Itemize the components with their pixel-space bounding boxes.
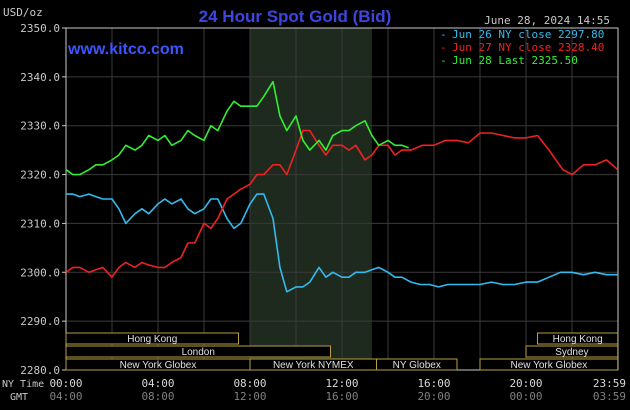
x-tick-label-gmt: 12:00 — [233, 390, 266, 403]
legend-bullet: - — [440, 54, 447, 67]
session-label: New York Globex — [511, 360, 588, 371]
x-tick-label-gmt: 08:00 — [141, 390, 174, 403]
y-tick-label: 2330.0 — [20, 120, 60, 133]
session-label: London — [182, 347, 215, 358]
session-box — [537, 332, 619, 345]
y-tick-labels: 2280.0 2290.0 2300.0 2310.0 2320.0 2330.0 2340… — [20, 22, 66, 377]
x-tick-label-gmt: 00:00 — [509, 390, 542, 403]
chart-timestamp: June 28, 2024 14:55 — [484, 14, 610, 27]
x-tick-label-ny: 00:00 — [49, 377, 82, 390]
y-tick-label: 2280.0 — [20, 364, 60, 377]
x-tick-label-ny: 08:00 — [233, 377, 266, 390]
nymex-session-highlight — [250, 28, 372, 370]
y-tick-label: 2340.0 — [20, 71, 60, 84]
legend-entry: Jun 26 NY close 2297.80 — [452, 28, 604, 41]
session-label: Sydney — [555, 347, 588, 358]
x-tick-label-ny: 04:00 — [141, 377, 174, 390]
legend: - Jun 26 NY close 2297.80- Jun 27 NY close… — [440, 28, 604, 67]
y-tick-label: 2290.0 — [20, 315, 60, 328]
session-box — [65, 345, 331, 358]
y-tick-label: 2300.0 — [20, 266, 60, 279]
x-tick-labels: 00:0004:0004:0008:0008:0012:0012:0016:00… — [49, 377, 626, 403]
legend-entry: Jun 28 Last 2325.50 — [452, 54, 578, 67]
legend-bullet: - — [440, 41, 447, 54]
y-axis-label: USD/oz — [3, 6, 43, 19]
series-lines — [65, 80, 619, 293]
chart-title: 24 Hour Spot Gold (Bid) — [199, 7, 392, 26]
market-sessions: Hong Kong London New York Globex New York N… — [65, 332, 619, 371]
x-tick-label-gmt: 16:00 — [325, 390, 358, 403]
x-tick-label-gmt: 20:00 — [417, 390, 450, 403]
session-box — [479, 358, 619, 371]
legend-bullet: - — [440, 28, 447, 41]
y-tick-label: 2310.0 — [20, 217, 60, 230]
session-label: NY Globex — [393, 360, 441, 371]
session-box — [525, 345, 619, 358]
series-line-1 — [66, 193, 618, 293]
y-tick-label: 2320.0 — [20, 169, 60, 182]
legend-entry: Jun 27 NY close 2328.40 — [452, 41, 604, 54]
session-box — [376, 358, 458, 371]
x-tick-label-gmt: 04:00 — [49, 390, 82, 403]
kitco-watermark: www.kitco.com — [67, 41, 184, 58]
series-line-2 — [65, 129, 619, 279]
session-box — [65, 332, 239, 345]
session-label: New York Globex — [120, 360, 197, 371]
ny-time-row-label: NY Time — [2, 379, 44, 390]
gmt-row-label: GMT — [10, 392, 28, 403]
x-tick-label-ny: 16:00 — [417, 377, 450, 390]
session-label: New York NYMEX — [273, 360, 354, 371]
series-line-3 — [65, 80, 409, 176]
x-tick-label-ny: 20:00 — [509, 377, 542, 390]
x-tick-label-ny: 23:59 — [593, 377, 626, 390]
x-tick-label-ny: 12:00 — [325, 377, 358, 390]
x-tick-label-gmt: 03:59 — [593, 390, 626, 403]
session-label: Hong Kong — [127, 334, 177, 345]
session-label: Hong Kong — [553, 334, 603, 345]
y-tick-label: 2350.0 — [20, 22, 60, 35]
